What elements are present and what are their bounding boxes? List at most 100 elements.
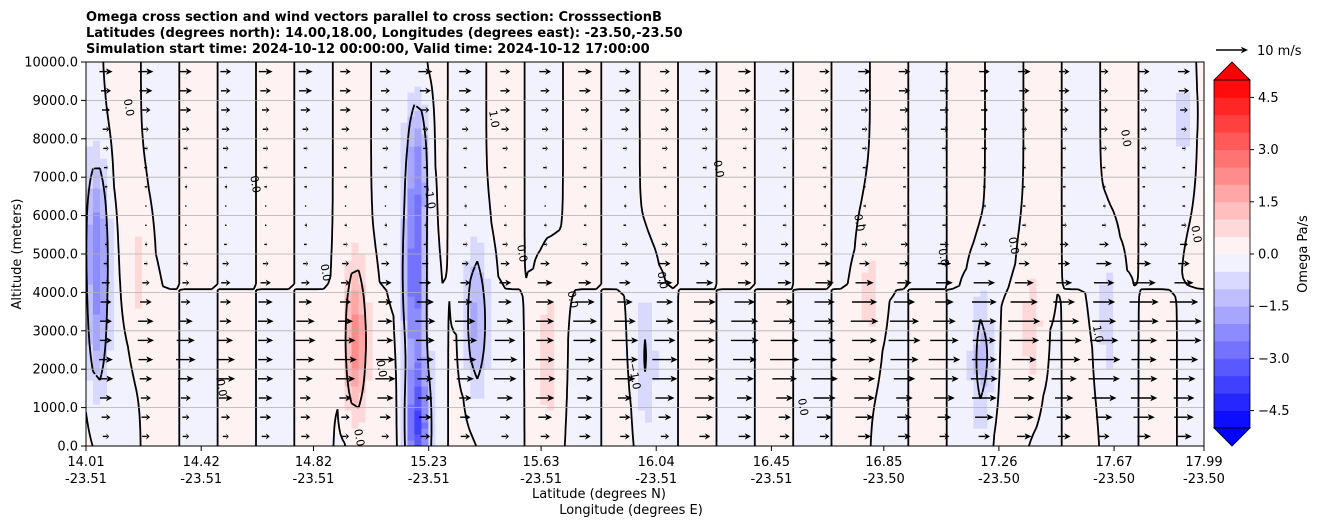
omega-cell [169, 266, 178, 273]
omega-cell [707, 368, 716, 375]
omega-cell [1001, 314, 1009, 321]
omega-cell [966, 428, 975, 435]
omega-cell [519, 278, 527, 285]
omega-cell [819, 434, 828, 441]
omega-cell [1085, 338, 1093, 345]
omega-cell [658, 422, 667, 429]
omega-cell [805, 374, 814, 381]
omega-cell [777, 386, 786, 393]
omega-cell [225, 416, 234, 423]
omega-cell [288, 398, 297, 405]
omega-cell [847, 314, 856, 321]
omega-cell [407, 380, 416, 387]
omega-cell [561, 284, 569, 291]
omega-cell [861, 326, 870, 333]
omega-cell [92, 320, 101, 327]
omega-cell [526, 326, 534, 333]
omega-cell [540, 386, 548, 393]
omega-cell [540, 434, 548, 441]
omega-cell [931, 326, 940, 333]
omega-cell [232, 368, 241, 375]
omega-cell [756, 428, 765, 435]
omega-cell [1036, 416, 1044, 423]
omega-cell [596, 374, 604, 381]
omega-cell [183, 266, 192, 273]
omega-cell [931, 386, 940, 393]
omega-cell [945, 416, 954, 423]
omega-cell [854, 440, 863, 446]
omega-cell [442, 356, 450, 363]
omega-cell [812, 362, 821, 369]
omega-cell [407, 356, 416, 363]
omega-cell [1197, 284, 1204, 291]
omega-cell [449, 380, 457, 387]
omega-cell [589, 272, 597, 279]
omega-cell [351, 338, 360, 345]
omega-cell [756, 332, 765, 339]
omega-cell [1001, 278, 1009, 285]
omega-cell [190, 410, 199, 417]
omega-cell [1092, 380, 1100, 387]
omega-cell [1078, 398, 1086, 405]
omega-cell [568, 278, 576, 285]
omega-cell [1064, 392, 1072, 399]
omega-cell [358, 314, 367, 321]
omega-cell [847, 320, 856, 327]
omega-field [86, 62, 1204, 446]
omega-cell [638, 344, 646, 351]
omega-cell [239, 308, 248, 315]
omega-cell [498, 368, 506, 375]
omega-cell [952, 434, 961, 441]
omega-cell [526, 362, 534, 369]
omega-cell [1120, 392, 1128, 399]
omega-cell [295, 398, 304, 405]
omega-cell [435, 434, 443, 441]
omega-cell [1022, 344, 1030, 351]
omega-cell [1050, 266, 1058, 273]
omega-cell [267, 398, 276, 405]
omega-cell [470, 308, 478, 315]
omega-cell [791, 266, 800, 273]
omega-cell [1099, 272, 1107, 279]
omega-cell [1050, 296, 1058, 303]
omega-cell [721, 422, 730, 429]
omega-cell [414, 272, 422, 279]
omega-cell [267, 362, 276, 369]
omega-cell [714, 296, 723, 303]
omega-cell [218, 302, 227, 309]
omega-cell [1106, 314, 1114, 321]
omega-cell [1183, 398, 1191, 405]
omega-cell [561, 296, 569, 303]
omega-cell [113, 284, 122, 291]
omega-cell [624, 326, 632, 333]
omega-cell [316, 314, 325, 321]
omega-cell [148, 386, 157, 393]
omega-cell [645, 398, 653, 405]
omega-cell [323, 260, 332, 267]
omega-cell [421, 422, 429, 429]
omega-cell [959, 338, 968, 345]
omega-cell [351, 266, 360, 273]
omega-cell [162, 272, 171, 279]
omega-cell [421, 332, 429, 339]
omega-cell [183, 350, 192, 357]
omega-cell [1078, 362, 1086, 369]
omega-cell [596, 302, 604, 309]
omega-cell [679, 332, 688, 339]
omega-cell [281, 440, 290, 446]
omega-cell [700, 398, 709, 405]
omega-cell [770, 338, 779, 345]
omega-cell [155, 314, 164, 321]
omega-cell [1169, 266, 1177, 273]
omega-cell [980, 416, 988, 423]
omega-cell [1064, 380, 1072, 387]
omega-cell [617, 398, 625, 405]
omega-cell [770, 290, 779, 297]
omega-cell [232, 314, 241, 321]
omega-cell [421, 386, 429, 393]
omega-cell [106, 374, 115, 381]
omega-cell [861, 266, 870, 273]
omega-cell [456, 326, 464, 333]
omega-cell [617, 362, 625, 369]
omega-cell [1008, 266, 1016, 273]
